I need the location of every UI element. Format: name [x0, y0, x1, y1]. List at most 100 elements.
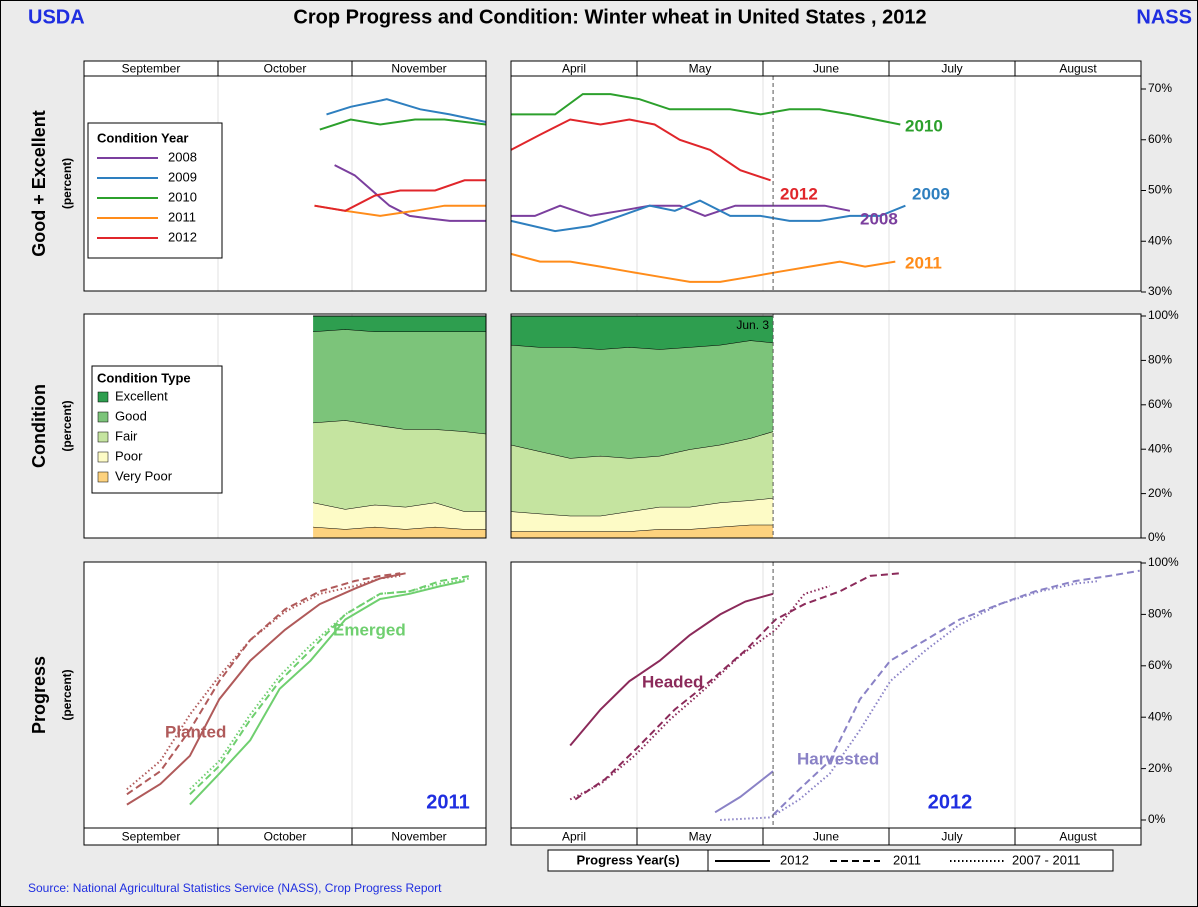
line [510, 118, 771, 182]
x-tick-label: April [562, 830, 586, 844]
line [511, 93, 901, 126]
x-tick-label: July [941, 830, 962, 844]
area [313, 420, 486, 512]
legend-label: Poor [115, 448, 143, 463]
area [511, 498, 774, 532]
y-tick-label: 50% [1148, 183, 1172, 197]
x-tick-label: November [391, 62, 446, 76]
y-tick-label: 100% [1148, 555, 1179, 569]
y-tick-label: 40% [1148, 441, 1172, 455]
progress-line [574, 572, 901, 801]
legend-swatch [97, 471, 109, 483]
progress-line [714, 770, 774, 814]
area [511, 431, 774, 516]
legend-label: 2011 [893, 852, 921, 867]
x-tick-label: November [391, 830, 446, 844]
series-label: 2009 [912, 184, 950, 203]
series-label: Planted [165, 722, 226, 741]
series-label: 2012 [780, 184, 818, 203]
series-label: Emerged [333, 620, 406, 639]
legend-label: 2008 [168, 149, 197, 164]
legend-box [91, 365, 223, 494]
x-tick-label: September [122, 830, 181, 844]
y-tick-label: 20% [1148, 486, 1172, 500]
x-tick-label: October [264, 62, 307, 76]
y-axis-note: (percent) [60, 158, 74, 209]
y-tick-label: 60% [1148, 397, 1172, 411]
progress-line [569, 585, 831, 801]
series-label: Headed [642, 672, 703, 691]
y-tick-label: 0% [1148, 812, 1166, 826]
source: Source: National Agricultural Statistics… [28, 881, 442, 895]
series-label: 2008 [860, 209, 898, 228]
y-tick-label: 60% [1148, 132, 1172, 146]
legend-label: Excellent [115, 388, 168, 403]
y-tick-label: 70% [1148, 81, 1172, 95]
x-tick-label: July [941, 62, 962, 76]
y-tick-label: 100% [1148, 308, 1179, 322]
panel-border [510, 313, 1142, 539]
legend-label: Very Poor [115, 468, 173, 483]
legend-label: 2009 [168, 169, 197, 184]
area [511, 340, 774, 459]
progress-line [126, 572, 406, 806]
year-annotation: 2012 [928, 791, 973, 813]
y-tick-label: 60% [1148, 658, 1172, 672]
x-tick-label: June [813, 62, 839, 76]
area [313, 329, 486, 434]
line [511, 204, 851, 217]
nass-label: NASS [1136, 6, 1192, 28]
legend-label: 2007 - 2011 [1012, 852, 1080, 867]
progress-line [189, 574, 471, 796]
panel [511, 562, 1141, 828]
date-annotation: Jun. 3 [736, 318, 769, 332]
y-axis-note: (percent) [60, 400, 74, 451]
legend-box [87, 122, 223, 259]
legend-swatch [97, 431, 109, 443]
progress-line [189, 580, 465, 806]
area [313, 316, 486, 332]
y-axis-label: Progress [29, 656, 49, 734]
line [326, 98, 487, 123]
chart-title: Crop Progress and Condition: Winter whea… [293, 6, 926, 28]
area [313, 502, 486, 530]
legend-title-box [547, 849, 709, 872]
legend-label: Good [115, 408, 147, 423]
series-label: Harvested [797, 749, 879, 768]
line [334, 164, 486, 222]
area [511, 316, 774, 350]
series-label: 2010 [905, 116, 943, 135]
legend-label: 2012 [168, 229, 197, 244]
series-label: 2011 [905, 253, 942, 272]
line [510, 252, 896, 283]
x-tick-label: September [122, 62, 181, 76]
line [314, 179, 486, 212]
panel-border [83, 313, 487, 539]
y-tick-label: 80% [1148, 353, 1172, 367]
y-tick-label: 20% [1148, 761, 1172, 775]
legend-label: 2011 [168, 209, 196, 224]
y-tick-label: 0% [1148, 530, 1166, 544]
x-tick-label: October [264, 830, 307, 844]
legend-label: 2012 [780, 852, 809, 867]
x-tick-label: May [689, 830, 712, 844]
x-tick-label: May [689, 62, 712, 76]
progress-line [569, 592, 774, 747]
usda-label: USDA [28, 6, 85, 28]
panel [511, 76, 1141, 291]
legend-label: 2010 [168, 189, 197, 204]
legend-swatch [97, 451, 109, 463]
legend-label: Fair [115, 428, 138, 443]
year-annotation: 2011 [426, 791, 469, 813]
x-tick-label: August [1059, 830, 1097, 844]
y-axis-label: Good + Excellent [29, 110, 49, 257]
y-axis-label: Condition [29, 384, 49, 468]
line [319, 118, 487, 131]
legend-title: Condition Type [97, 370, 191, 385]
legend-title: Condition Year [97, 130, 189, 145]
progress-line [772, 569, 1140, 816]
legend-swatch [97, 391, 109, 403]
y-tick-label: 40% [1148, 709, 1172, 723]
